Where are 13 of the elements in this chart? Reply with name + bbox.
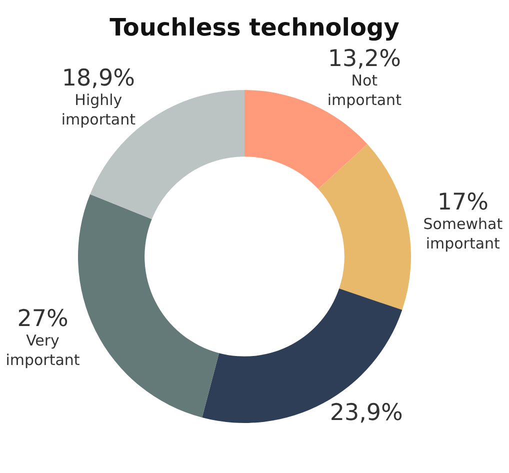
data-label: 13,2%	[328, 46, 401, 72]
chart-title: Touchless technology	[110, 14, 400, 42]
donut-slice	[318, 144, 411, 310]
data-label: 23,9%	[330, 400, 403, 426]
slice-label: Highly important	[61, 90, 136, 128]
data-label: 18,9%	[62, 65, 135, 92]
slice-label: Not important	[327, 72, 402, 110]
slice-label: Somewhat important	[423, 214, 503, 252]
donut-slice	[202, 288, 402, 423]
data-label: 17%	[437, 189, 488, 216]
slice-label: Very important	[6, 331, 80, 369]
data-label: 27%	[17, 306, 68, 332]
donut-slice	[78, 194, 220, 418]
